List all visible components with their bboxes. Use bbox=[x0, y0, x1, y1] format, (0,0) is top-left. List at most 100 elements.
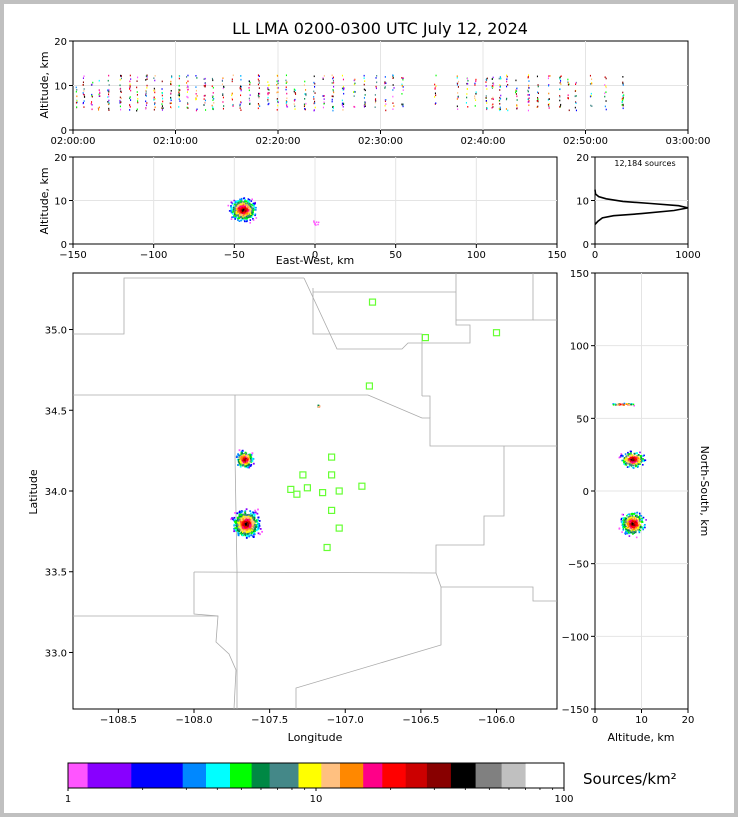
plan-view-source bbox=[317, 404, 320, 407]
colorbar-swatch bbox=[298, 763, 322, 788]
time-height-source bbox=[341, 87, 343, 90]
time-height-source bbox=[204, 101, 206, 104]
ew-height-source bbox=[242, 211, 245, 214]
time-height-source bbox=[342, 109, 344, 111]
time-height-source bbox=[498, 77, 500, 80]
plan-view-source bbox=[238, 511, 241, 514]
time-height-source bbox=[178, 84, 180, 87]
ns-height-source bbox=[624, 520, 627, 522]
time-height-source bbox=[178, 95, 180, 98]
ew-height-source bbox=[235, 211, 238, 213]
ns-height-source bbox=[621, 404, 624, 406]
altitude-histogram-panel: 0 1000 0 10 20 12,184 sources bbox=[576, 153, 700, 261]
time-height-source bbox=[375, 98, 377, 100]
latitude-tick-label: 34.0 bbox=[45, 487, 67, 498]
plan-view-source bbox=[257, 508, 259, 511]
ew-height-source bbox=[244, 206, 246, 209]
ew-height-source bbox=[315, 224, 317, 226]
longitude-tick-label: −106.0 bbox=[478, 715, 515, 726]
plan-view-source bbox=[246, 532, 249, 535]
plan-view-source bbox=[242, 531, 244, 534]
time-height-source bbox=[153, 89, 155, 92]
ew-height-source bbox=[235, 206, 238, 209]
time-height-source bbox=[212, 86, 214, 89]
time-height-source bbox=[107, 101, 109, 103]
time-height-source bbox=[589, 95, 591, 98]
ns-height-source bbox=[625, 464, 628, 466]
ew-height-source bbox=[234, 215, 236, 217]
ew-height-source bbox=[249, 222, 251, 224]
time-height-source bbox=[76, 99, 78, 102]
time-height-source bbox=[363, 97, 365, 99]
plan-view-source bbox=[259, 533, 261, 536]
ns-height-source bbox=[639, 526, 642, 529]
ew-height-source bbox=[242, 206, 244, 209]
time-height-source bbox=[364, 102, 366, 105]
time-height-source bbox=[276, 80, 278, 83]
ns-height-source bbox=[626, 530, 629, 532]
plan-view-source bbox=[252, 536, 255, 538]
plan-view-source bbox=[238, 449, 241, 452]
ns-height-source bbox=[636, 466, 639, 468]
time-height-source bbox=[591, 82, 593, 85]
ns-height-source bbox=[634, 523, 637, 526]
plan-view-source bbox=[253, 518, 255, 521]
time-height-source bbox=[212, 108, 214, 111]
ns-height-source bbox=[630, 455, 632, 457]
time-height-source bbox=[179, 100, 181, 102]
time-height-source bbox=[605, 108, 607, 111]
ns-height-source bbox=[639, 463, 641, 465]
colorbar-tick-label: 10 bbox=[310, 794, 323, 805]
ns-height-source bbox=[638, 522, 640, 525]
ns-height-source bbox=[621, 454, 623, 457]
time-height-source bbox=[392, 102, 394, 104]
time-height-source bbox=[548, 103, 550, 105]
time-height-source bbox=[171, 75, 173, 77]
plan-view-source bbox=[250, 532, 253, 534]
ew-height-source bbox=[244, 200, 246, 202]
time-height-source bbox=[589, 83, 591, 85]
plan-view-source bbox=[245, 529, 248, 531]
plan-view-source bbox=[246, 461, 248, 464]
ns-height-source bbox=[614, 403, 616, 405]
time-height-source bbox=[605, 100, 607, 102]
time-height-source bbox=[492, 98, 494, 100]
ns-height-source bbox=[625, 526, 628, 529]
time-height-source bbox=[186, 91, 188, 93]
ns-tick-label: −150 bbox=[562, 705, 589, 716]
ns-height-source bbox=[632, 520, 635, 522]
time-height-source bbox=[186, 76, 188, 78]
time-height-source bbox=[506, 75, 508, 78]
time-height-source bbox=[239, 87, 241, 90]
latitude-tick-label: 35.0 bbox=[45, 326, 67, 337]
ns-height-source bbox=[639, 525, 642, 528]
time-height-source bbox=[506, 97, 508, 100]
ew-height-source bbox=[235, 208, 238, 210]
time-height-source bbox=[591, 78, 593, 80]
time-height-source bbox=[560, 75, 562, 77]
county-line bbox=[303, 273, 471, 350]
plan-view-source bbox=[244, 462, 247, 465]
time-height-source bbox=[83, 94, 85, 96]
time-height-source bbox=[187, 84, 189, 87]
ew-height-source bbox=[240, 216, 242, 218]
ns-tick-label: 100 bbox=[570, 342, 589, 353]
plan-view-source bbox=[244, 463, 247, 466]
ew-altitude-tick-label: 20 bbox=[54, 153, 67, 164]
colorbar-swatch bbox=[450, 763, 476, 788]
time-height-source bbox=[76, 101, 78, 104]
time-height-source bbox=[486, 107, 488, 110]
ew-height-source bbox=[237, 217, 240, 219]
station-marker bbox=[358, 482, 366, 490]
ns-height-source bbox=[633, 404, 635, 407]
ns-altitude-tick-label: 20 bbox=[682, 715, 695, 726]
time-height-source bbox=[499, 103, 501, 105]
time-height-source bbox=[268, 89, 270, 91]
ew-height-source bbox=[250, 203, 253, 206]
ew-height-source bbox=[237, 214, 240, 216]
time-height-source bbox=[195, 86, 197, 88]
plan-view-source bbox=[248, 454, 250, 457]
ew-height-source bbox=[241, 211, 243, 214]
ew-height-source bbox=[239, 198, 241, 201]
time-height-source bbox=[240, 101, 242, 104]
